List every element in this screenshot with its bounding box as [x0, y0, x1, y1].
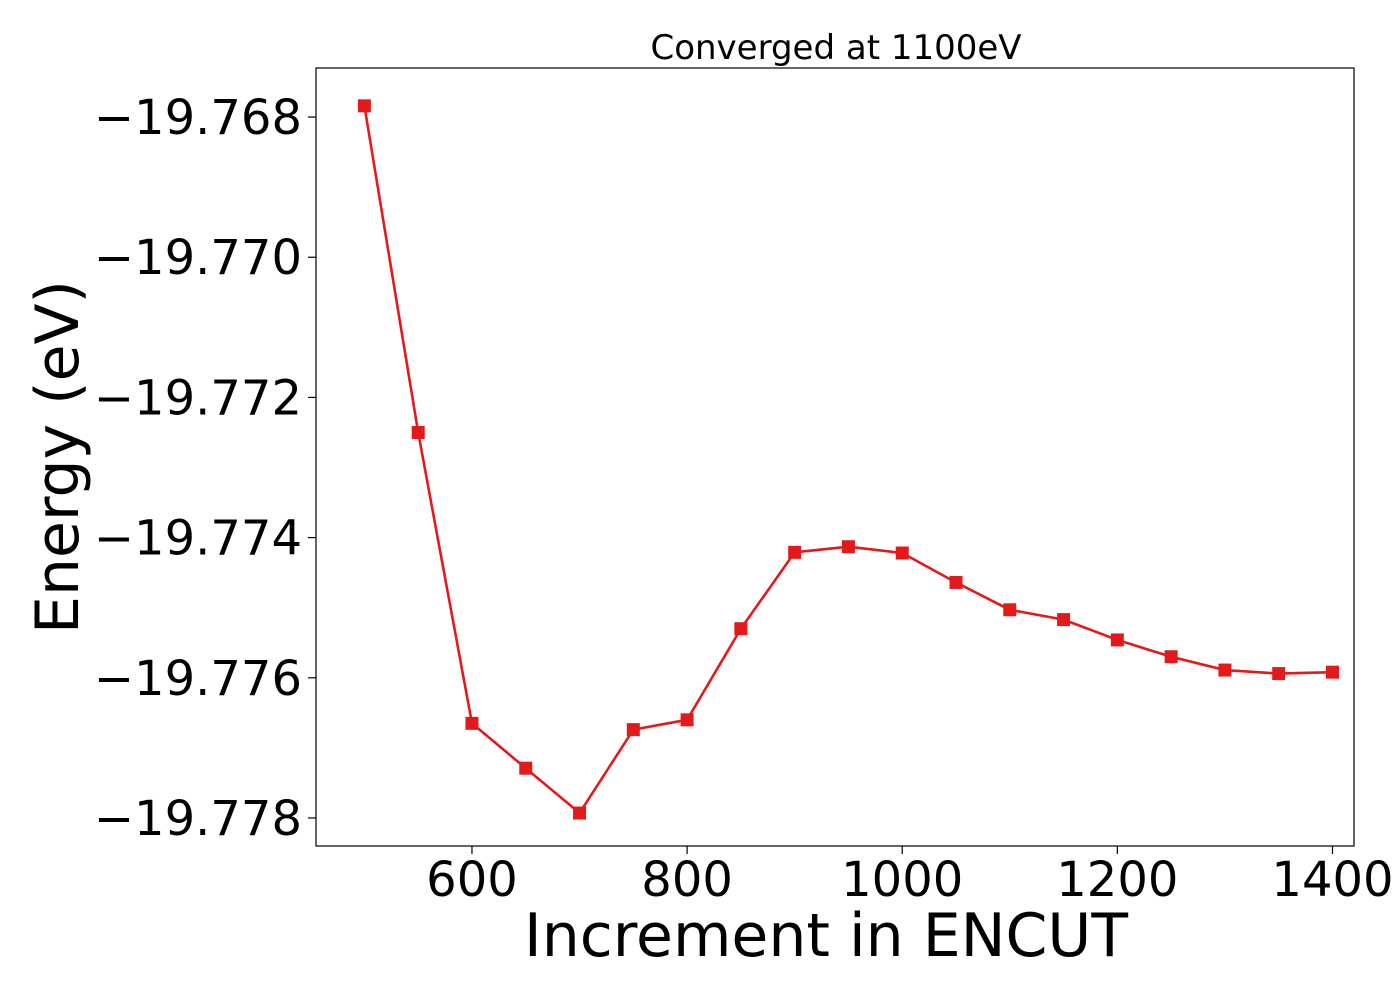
- y-tick-label: −19.768: [94, 90, 302, 146]
- data-point-marker: [411, 425, 425, 439]
- x-tick-label: 800: [641, 852, 733, 908]
- x-tick-label: 1200: [1056, 852, 1178, 908]
- data-point-marker: [626, 723, 640, 737]
- y-tick-label: −19.776: [94, 651, 302, 707]
- x-tick-label: 1400: [1271, 852, 1393, 908]
- y-tick-label: −19.778: [94, 791, 302, 847]
- data-point-marker: [357, 99, 371, 113]
- data-point-marker: [1218, 663, 1232, 677]
- data-point-marker: [734, 622, 748, 636]
- data-point-marker: [841, 540, 855, 554]
- data-point-marker: [519, 761, 533, 775]
- y-axis-title: Energy (eV): [23, 280, 93, 634]
- x-tick-label: 600: [426, 852, 518, 908]
- data-point-marker: [1110, 633, 1124, 647]
- data-point-marker: [465, 716, 479, 730]
- data-point-marker: [1325, 665, 1339, 679]
- data-point-marker: [1272, 667, 1286, 681]
- data-point-marker: [949, 575, 963, 589]
- data-point-marker: [680, 713, 694, 727]
- y-tick-label: −19.772: [94, 370, 302, 426]
- data-point-marker: [1057, 613, 1071, 627]
- y-tick-label: −19.770: [94, 230, 302, 286]
- x-axis-title: Increment in ENCUT: [524, 901, 1128, 971]
- data-point-marker: [895, 546, 909, 560]
- data-point-marker: [1003, 603, 1017, 617]
- y-tick-label: −19.774: [94, 511, 302, 567]
- x-tick-label: 1000: [841, 852, 963, 908]
- data-point-marker: [1164, 650, 1178, 664]
- plot-area: [357, 99, 1339, 820]
- data-point-marker: [788, 545, 802, 559]
- chart-title: Converged at 1100eV: [650, 28, 1021, 68]
- axis-ticks: 600 800 1000 1200 1400 −19.768 −19.770 −19.772 −…: [94, 90, 1394, 908]
- plot-frame: [315, 67, 1355, 847]
- data-point-marker: [573, 806, 587, 820]
